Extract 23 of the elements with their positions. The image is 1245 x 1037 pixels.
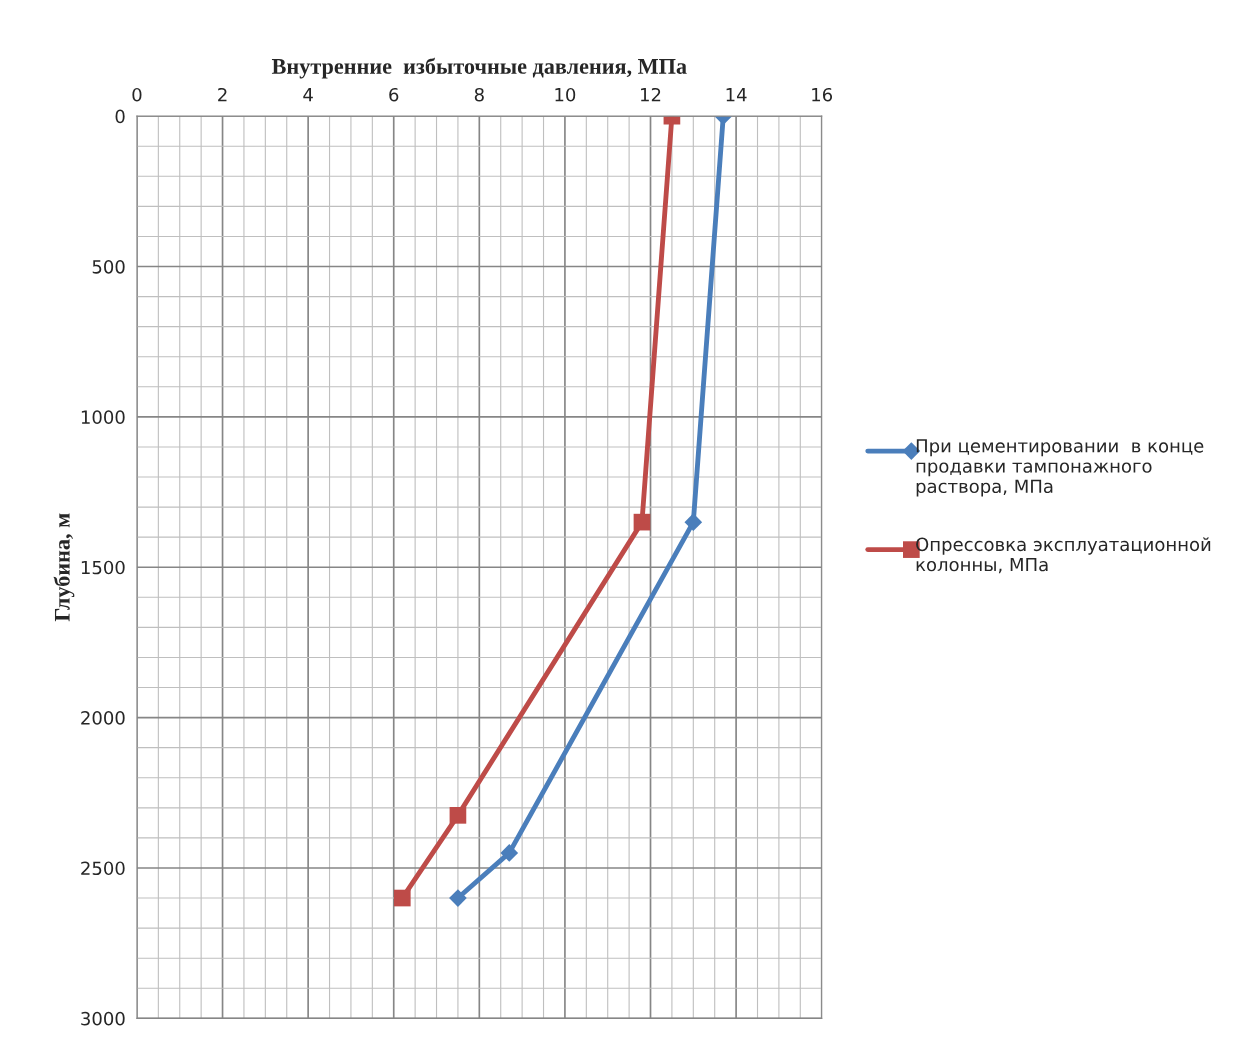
y-tick-label: 0 xyxy=(115,109,125,124)
x-axis-title: Внутренние избыточные давления, МПа xyxy=(271,57,687,79)
y-tick-label: 2000 xyxy=(81,711,125,725)
y-tick-label: 3000 xyxy=(81,1011,125,1026)
point xyxy=(449,807,467,824)
x-tick-label: 2 xyxy=(218,87,227,102)
x-tick-label: 6 xyxy=(389,87,399,102)
y-axis-title: Глубина, м xyxy=(53,513,75,622)
point xyxy=(449,889,467,907)
x-tick-label: 8 xyxy=(474,87,484,102)
x-tick-label: 16 xyxy=(812,87,833,102)
y-tick-label: 1500 xyxy=(81,560,125,575)
x-tick-label: 4 xyxy=(303,88,313,102)
y-tick-label: 1000 xyxy=(81,410,125,424)
point xyxy=(500,844,519,862)
x-tick-label: 14 xyxy=(726,88,747,102)
y-tick-label: 500 xyxy=(92,259,125,274)
legend-label: При цементировании в конце продавки тампонажного раствора, МПа xyxy=(916,439,1204,497)
x-tick-label: 12 xyxy=(641,87,661,102)
x-tick-label: 10 xyxy=(555,87,576,102)
y-tick-label: 2500 xyxy=(81,861,125,876)
point xyxy=(393,889,411,907)
x-tick-label: 0 xyxy=(132,87,142,102)
